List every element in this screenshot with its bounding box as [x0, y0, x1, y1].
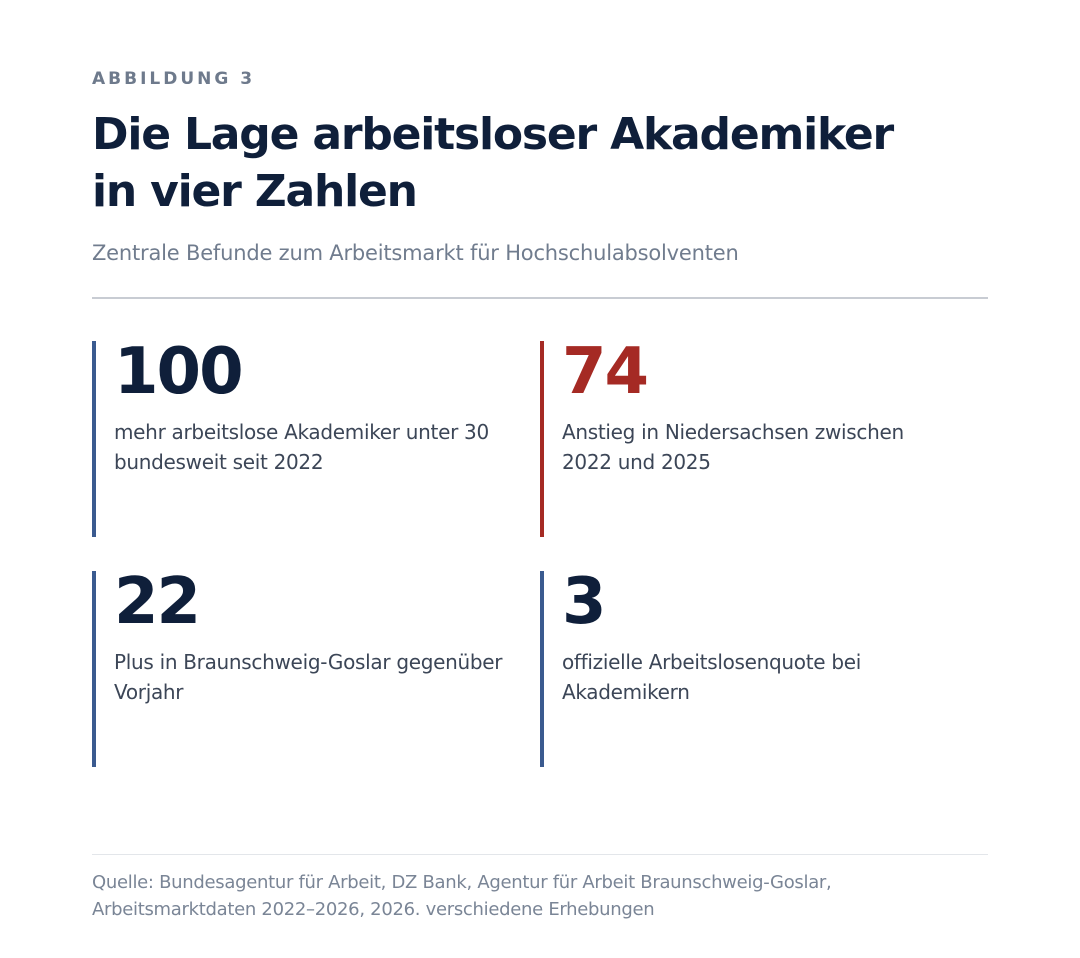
- stat-card-lower-saxony-increase: 74 Anstieg in Niedersachsen zwischen 202…: [540, 335, 960, 537]
- stat-value: 100: [114, 335, 244, 409]
- stat-card-unemployment-rate: 3 offizielle Arbeitslosenquote bei Akade…: [540, 565, 960, 767]
- stat-description: offizielle Arbeitslosenquote bei Akademi…: [562, 650, 861, 704]
- figure-subtitle: Zentrale Befunde zum Arbeitsmarkt für Ho…: [92, 241, 739, 265]
- source-line-1: Quelle: Bundesagentur für Arbeit, DZ Ban…: [92, 872, 832, 893]
- source-note: Quelle: Bundesagentur für Arbeit, DZ Ban…: [92, 869, 988, 923]
- figure: ABBILDUNG 3 Die Lage arbeitsloser Akadem…: [92, 0, 988, 958]
- stat-value: 74: [562, 335, 649, 409]
- stat-card-braunschweig-goslar: 22 Plus in Braunschweig-Goslar gegenüber…: [92, 565, 512, 767]
- figure-title-line-1: Die Lage arbeitsloser Akademiker: [92, 109, 894, 160]
- figure-title: Die Lage arbeitsloser Akademiker in vier…: [92, 106, 988, 220]
- source-line-2: Arbeitsmarktdaten 2022–2026, 2026. versc…: [92, 899, 655, 920]
- stat-accent-bar: [540, 341, 544, 537]
- figure-title-line-2: in vier Zahlen: [92, 166, 418, 217]
- footer-divider: [92, 854, 988, 855]
- stat-accent-bar: [92, 341, 96, 537]
- stat-accent-bar: [540, 571, 544, 767]
- stat-accent-bar: [92, 571, 96, 767]
- stat-value: 22: [114, 565, 201, 639]
- figure-label: ABBILDUNG 3: [92, 69, 256, 89]
- stat-description: mehr arbeitslose Akademiker unter 30 bun…: [114, 420, 489, 474]
- stat-description: Anstieg in Niedersachsen zwischen 2022 u…: [562, 420, 904, 474]
- stat-card-unemployed-under-30: 100 mehr arbeitslose Akademiker unter 30…: [92, 335, 512, 537]
- stat-value: 3: [562, 565, 607, 639]
- stat-description: Plus in Braunschweig-Goslar gegenüber Vo…: [114, 650, 503, 704]
- header-divider: [92, 297, 988, 299]
